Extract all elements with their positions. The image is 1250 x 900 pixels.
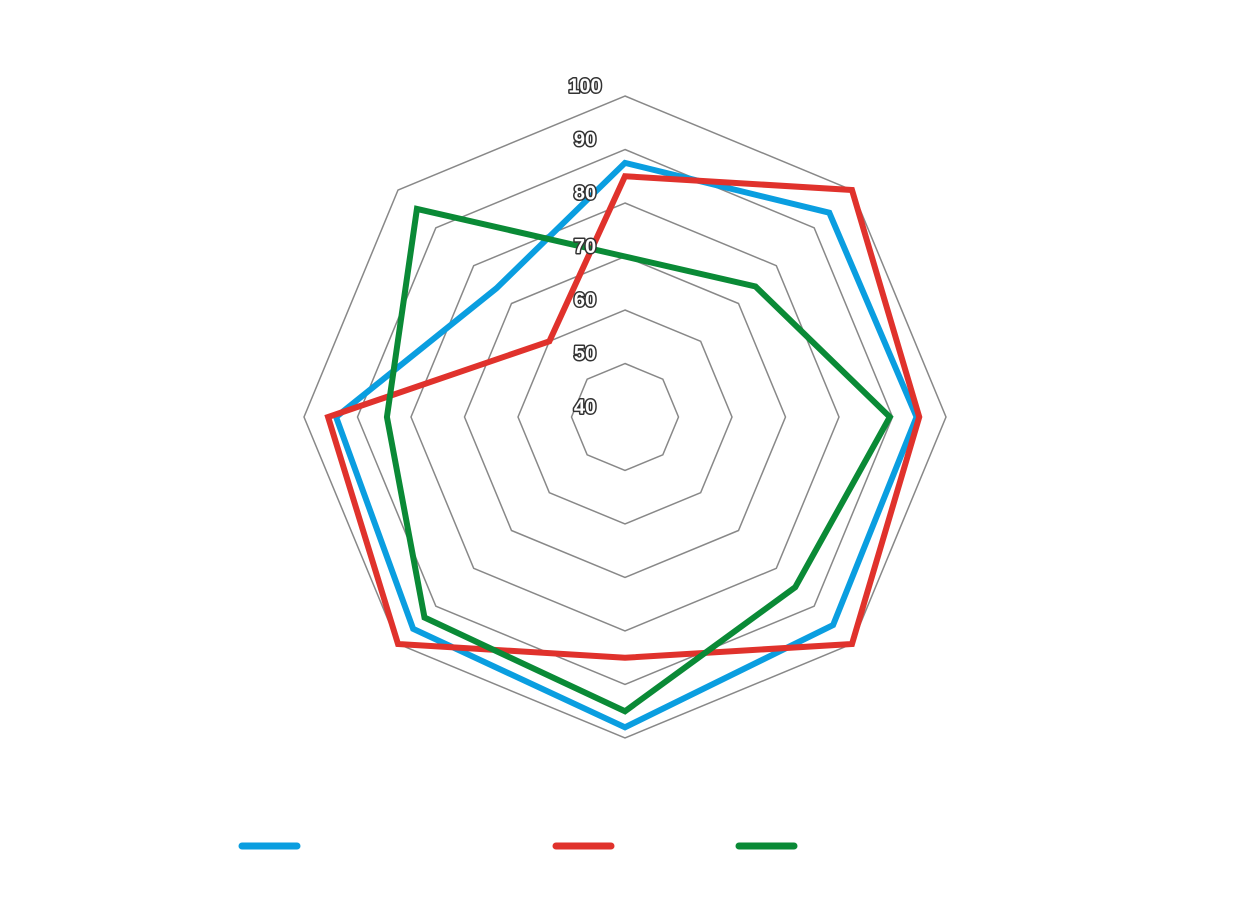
r-tick-label: 100 bbox=[568, 75, 601, 97]
r-tick-label: 40 bbox=[574, 396, 596, 418]
series-line bbox=[383, 205, 894, 715]
grid-ring bbox=[517, 309, 733, 525]
r-tick-label: 50 bbox=[574, 343, 596, 365]
grid-ring bbox=[463, 255, 787, 579]
r-tick-label: 80 bbox=[574, 182, 596, 204]
r-tick-label: 90 bbox=[574, 129, 596, 151]
grid-ring bbox=[410, 202, 840, 632]
r-tick-label: 60 bbox=[574, 289, 596, 311]
series-line bbox=[332, 159, 920, 731]
grid-ring bbox=[570, 362, 680, 472]
grid-ring bbox=[356, 148, 894, 686]
r-tick-label: 70 bbox=[574, 236, 596, 258]
grid-ring bbox=[303, 95, 947, 739]
series-line bbox=[324, 173, 923, 661]
